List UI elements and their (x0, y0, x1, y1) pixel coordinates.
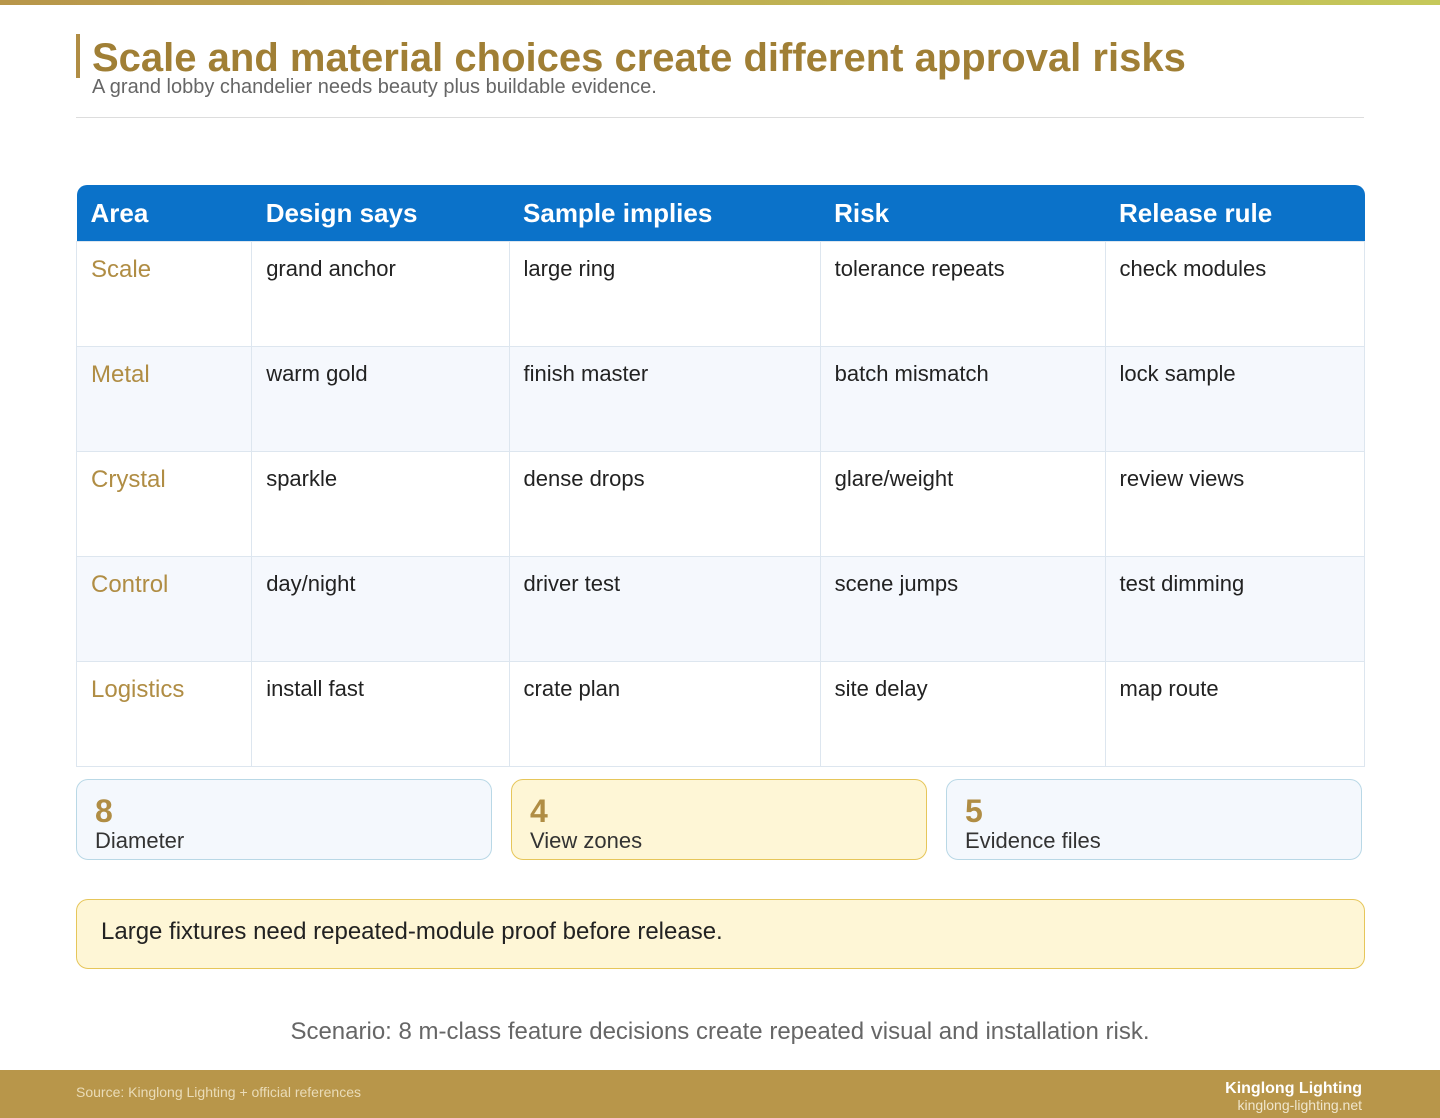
table-cell: finish master (508, 346, 821, 452)
stat-label: Evidence files (965, 828, 1101, 853)
stat-value: 4 (530, 793, 548, 829)
column-header: Sample implies (509, 185, 821, 242)
table-cell: day/night (251, 556, 510, 662)
table-cell: large ring (508, 241, 821, 347)
table-row: Logistics install fast crate plan site dela… (75, 661, 1366, 767)
table-cell: lock sample (1104, 346, 1366, 452)
table-cell: batch mismatch (819, 346, 1106, 452)
stat-card: 4 View zones (511, 779, 927, 860)
table-cell: warm gold (251, 346, 510, 452)
divider (76, 117, 1364, 118)
table-cell: crate plan (508, 661, 821, 767)
stat-value: 8 (95, 793, 113, 829)
table-cell: sparkle (251, 451, 510, 557)
stat-label: Diameter (95, 828, 185, 853)
table-row: Control day/night driver test scene jumps te… (75, 556, 1366, 662)
table-row: Scale grand anchor large ring tolerance rep… (75, 241, 1366, 347)
stat-value: 5 (965, 793, 983, 829)
table-row: Crystal sparkle dense drops glare/weight rev… (75, 451, 1366, 557)
stat-card: 5 Evidence files (946, 779, 1362, 860)
stat-card: 8 Diameter (76, 779, 492, 860)
table-cell: Crystal (75, 451, 253, 557)
subtitle: A grand lobby chandelier needs beauty pl… (92, 76, 657, 98)
table-cell: scene jumps (819, 556, 1106, 662)
table-cell: map route (1104, 661, 1366, 767)
table-cell: grand anchor (251, 241, 510, 347)
table-cell: driver test (508, 556, 821, 662)
url: kinglong-lighting.net (1237, 1097, 1362, 1113)
table: Area Design says Sample implies Risk Release… (75, 185, 1366, 767)
source: Source: Kinglong Lighting + official ref… (76, 1084, 361, 1100)
top-bar (0, 0, 1440, 5)
brand: Kinglong Lighting (1225, 1080, 1362, 1097)
column-header: Area (76, 185, 252, 242)
column-header: Release rule (1105, 185, 1365, 242)
brand-block: Kinglong Lighting kinglong-lighting.net (1225, 1080, 1362, 1112)
scenario: Scenario: 8 m-class feature decisions cr… (290, 1018, 1150, 1045)
table-cell: install fast (251, 661, 510, 767)
stat-label: View zones (530, 828, 643, 853)
table-cell: glare/weight (819, 451, 1106, 557)
table-cell: Metal (75, 346, 253, 452)
table-row: Metal warm gold finish master batch mismatc… (75, 346, 1366, 452)
title: Scale and material choices create differ… (92, 36, 1186, 80)
title-block: Scale and material choices create differ… (76, 34, 1186, 80)
column-header: Risk (820, 185, 1106, 242)
table-cell: Logistics (75, 661, 253, 767)
column-header: Design says (251, 185, 510, 242)
table-cell: test dimming (1104, 556, 1366, 662)
table-cell: Scale (75, 241, 253, 347)
table-cell: site delay (819, 661, 1106, 767)
callout: Large fixtures need repeated-module proo… (76, 899, 1365, 969)
table-cell: Control (75, 556, 253, 662)
table-cell: dense drops (508, 451, 821, 557)
table-cell: check modules (1104, 241, 1366, 347)
footer: Source: Kinglong Lighting + official ref… (0, 1070, 1440, 1118)
table-cell: tolerance repeats (819, 241, 1106, 347)
table-cell: review views (1104, 451, 1366, 557)
